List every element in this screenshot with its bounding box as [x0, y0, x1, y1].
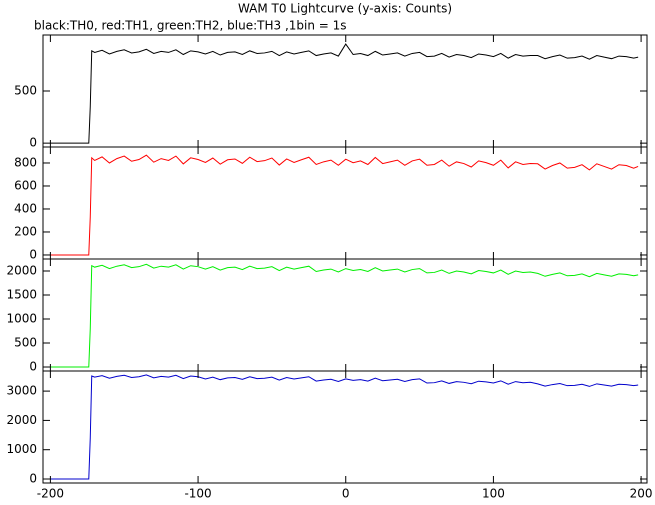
y-tick-label: 3000 [6, 384, 37, 398]
y-tick-label: 200 [14, 224, 37, 238]
panel-frame [42, 370, 648, 484]
y-tick-label: 1000 [6, 312, 37, 326]
y-tick-label: 2000 [6, 413, 37, 427]
y-tick-label: 0 [29, 360, 37, 374]
y-tick-label: 800 [14, 155, 37, 169]
y-tick-label: 2000 [6, 264, 37, 278]
data-line [50, 263, 639, 368]
y-tick-label: 500 [14, 84, 37, 98]
x-tick-label: 100 [482, 487, 505, 501]
y-tick-label: 400 [14, 201, 37, 215]
chart-title: WAM T0 Lightcurve (y-axis: Counts) [238, 2, 452, 16]
panel-frame [42, 34, 648, 148]
data-line [50, 154, 639, 256]
y-tick-label: 0 [29, 247, 37, 261]
y-tick-label: 1500 [6, 288, 37, 302]
panel-frame [42, 258, 648, 372]
y-tick-label: 500 [14, 336, 37, 350]
y-tick-label: 600 [14, 178, 37, 192]
x-tick-label: 200 [630, 487, 653, 501]
x-tick-label: -100 [184, 487, 211, 501]
data-line [50, 374, 639, 480]
y-tick-label: 0 [29, 136, 37, 150]
y-tick-label: 0 [29, 472, 37, 486]
x-tick-label: -200 [37, 487, 64, 501]
chart-subtitle: black:TH0, red:TH1, green:TH2, blue:TH3 … [34, 19, 347, 33]
y-tick-label: 1000 [6, 442, 37, 456]
x-tick-label: 0 [342, 487, 350, 501]
data-line [50, 43, 639, 144]
